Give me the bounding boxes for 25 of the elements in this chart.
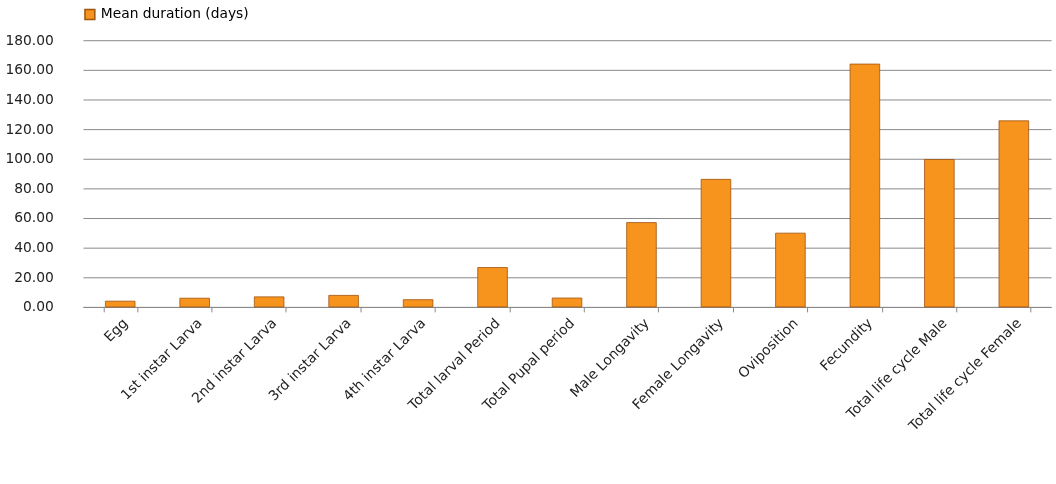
legend-label: Mean duration (days)	[100, 5, 249, 22]
bar	[179, 297, 210, 308]
bar	[104, 300, 136, 308]
y-tick-label: 60.00	[14, 209, 54, 226]
y-tick-label: 180.00	[5, 31, 54, 48]
bar	[477, 267, 508, 308]
x-tick-label: Egg	[100, 314, 131, 345]
y-tick-label: 120.00	[5, 120, 54, 137]
bar	[924, 159, 955, 308]
bar	[775, 232, 806, 308]
y-tick-label: 20.00	[14, 268, 54, 285]
bar	[626, 222, 657, 308]
bar	[402, 299, 434, 308]
bar	[700, 178, 732, 308]
y-tick-label: 40.00	[14, 239, 54, 256]
y-tick-label: 0.00	[23, 298, 54, 315]
y-tick-label: 140.00	[5, 90, 54, 107]
bar	[328, 294, 359, 308]
bar	[551, 297, 583, 308]
y-tick-label: 100.00	[5, 150, 54, 167]
y-tick-label: 160.00	[5, 61, 54, 78]
bar	[998, 120, 1030, 308]
bar	[253, 296, 285, 308]
bar	[849, 63, 881, 308]
y-tick-label: 80.00	[14, 179, 54, 196]
